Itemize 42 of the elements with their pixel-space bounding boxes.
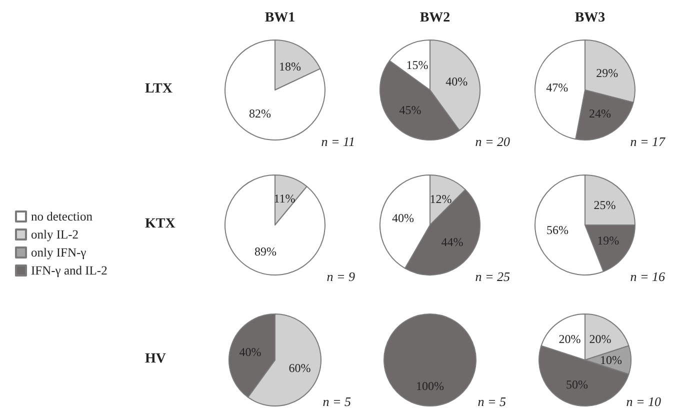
data-label: 29% [596,66,618,80]
text: n = 11 [321,134,355,149]
data-label: 40% [392,210,414,225]
text: n = 25 [475,269,510,284]
text: LTX [145,82,173,96]
text: n = 9 [326,269,356,284]
data-label: 44% [441,235,464,250]
text: KTX [145,216,176,232]
data-label: 18% [279,59,302,74]
chart-title: BW1 [264,10,296,26]
legend-label: IFN-γ and IL-2 [31,264,108,278]
data-label: 45% [399,102,422,117]
data-label: 40% [239,344,262,359]
text: n = 5 [322,394,352,409]
data-label: 12% [430,192,452,206]
text: n = 16 [630,269,666,284]
text: n = 10 [626,394,662,409]
legend-label: no detection [31,210,94,224]
data-label: 82% [248,106,271,121]
data-label: 60% [288,361,311,376]
data-label: 10% [600,353,622,367]
data-label: 100% [416,379,444,393]
chart-title: BW2 [420,10,450,26]
chart-title: BW3 [574,10,606,26]
text: n = 5 [478,394,506,409]
data-label: 24% [589,106,612,121]
legend-label: only IL-2 [31,228,79,242]
data-label: 56% [546,223,568,238]
data-label: 15% [406,58,428,72]
data-label: 89% [254,244,277,258]
data-label: 47% [546,80,568,94]
text: HV [145,352,166,366]
text: n = 17 [630,134,666,149]
data-label: 11% [274,192,296,206]
data-label: 20% [558,332,581,346]
legend-label: only IFN-γ [31,246,87,260]
data-label: 40% [446,74,468,88]
text: n = 20 [475,134,510,149]
data-label: 20% [589,332,612,346]
data-label: 50% [566,378,588,392]
data-label: 19% [597,234,620,248]
data-label: 25% [594,198,616,212]
